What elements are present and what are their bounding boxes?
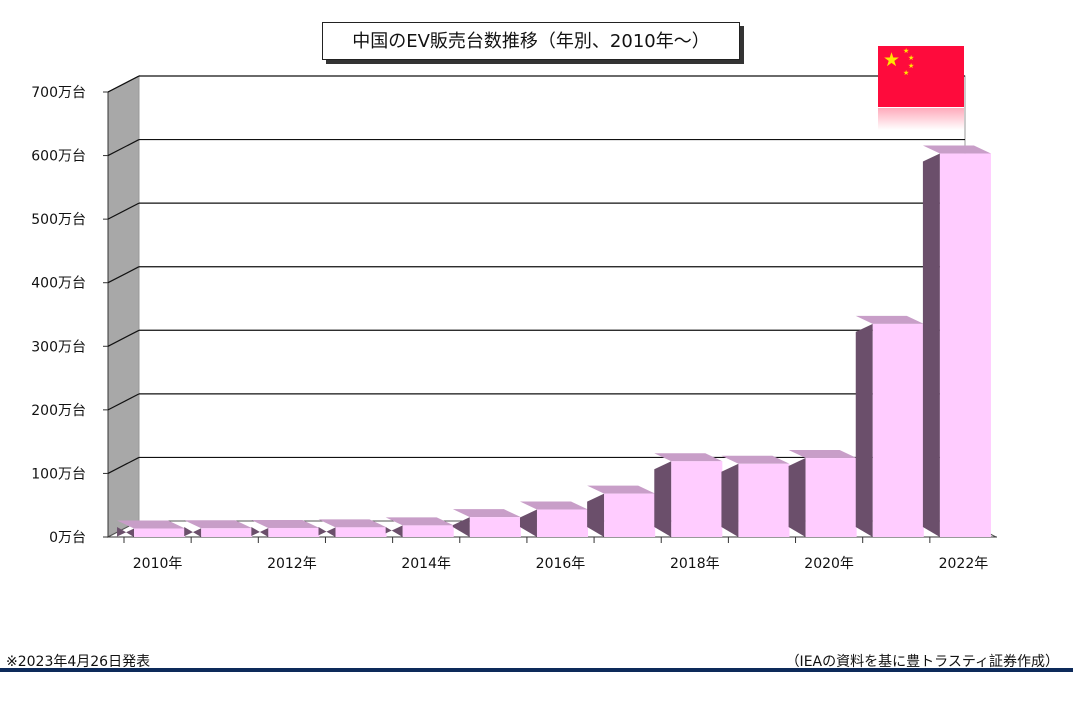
bar-side: [587, 493, 605, 537]
x-tick-label: 2012年: [267, 556, 317, 572]
bar-top: [251, 519, 320, 528]
y-tick-label: 600万台: [31, 149, 86, 165]
gridline-depth: [107, 139, 140, 157]
bar-top: [184, 520, 253, 529]
bar-top: [452, 509, 521, 518]
gridline-depth: [107, 202, 140, 220]
bar-top: [654, 453, 723, 462]
bar: [536, 509, 589, 537]
chart-title-box: 中国のEV販売台数推移（年別、2010年～）: [322, 22, 740, 60]
bar-side: [788, 458, 806, 537]
bar-top: [519, 501, 589, 510]
bar: [335, 527, 387, 537]
bar-top: [788, 450, 857, 459]
bar-side: [184, 527, 202, 537]
bar-2015年: [452, 509, 521, 537]
bar-2010年: [117, 520, 186, 537]
bar: [604, 493, 656, 537]
x-tick-label: 2010年: [133, 556, 183, 572]
bar-2012年: [251, 519, 320, 537]
bar: [805, 458, 857, 537]
bar-side: [385, 525, 403, 537]
x-tick-label: 2020年: [804, 556, 854, 572]
bar-2017年: [587, 485, 656, 537]
bar-2020年: [788, 450, 857, 537]
x-tick-label: 2018年: [670, 556, 720, 572]
bar-2014年: [385, 517, 454, 537]
bar-side: [855, 323, 873, 537]
y-tick-label: 400万台: [31, 276, 86, 292]
bar: [268, 527, 320, 537]
y-tick-label: 500万台: [31, 212, 86, 228]
bar-2022年: [922, 145, 991, 537]
flag-reflection: [878, 108, 964, 130]
bar-top: [721, 455, 790, 464]
bar-side: [721, 463, 739, 537]
y-tick-label: 700万台: [31, 85, 86, 101]
gridline-depth: [107, 393, 140, 411]
bar-top: [922, 145, 991, 154]
release-date-note: ※2023年4月26日発表: [6, 654, 151, 670]
bar-2016年: [519, 501, 589, 537]
flag-small-star-icon: ★: [903, 47, 910, 55]
bar-side: [922, 153, 940, 537]
flag-small-star-icon: ★: [908, 62, 915, 70]
left-wall: [107, 75, 140, 538]
gridline-depth: [107, 75, 140, 93]
bar-side: [519, 509, 537, 537]
x-tick-label: 2022年: [939, 556, 989, 572]
source-note: （IEAの資料を基に豊トラスティ証券作成）: [785, 654, 1059, 670]
bar-2019年: [721, 455, 790, 537]
bar: [872, 323, 924, 537]
bar-side: [251, 527, 269, 537]
bar: [201, 528, 253, 537]
bar: [939, 153, 991, 537]
y-tick-label: 300万台: [31, 339, 86, 355]
flag-big-star-icon: ★: [883, 49, 901, 71]
bar-2021年: [855, 315, 924, 537]
y-tick-label: 200万台: [31, 403, 86, 419]
china-flag-icon: ★ ★ ★ ★ ★: [878, 46, 964, 107]
y-tick-label: 0万台: [49, 530, 86, 546]
gridline-depth: [107, 329, 140, 347]
bar-side: [117, 527, 135, 537]
gridline-depth: [107, 266, 140, 284]
bar-side: [318, 527, 336, 537]
bar: [738, 463, 790, 537]
bar-2011年: [184, 520, 253, 537]
x-tick-label: 2016年: [536, 556, 586, 572]
bar: [402, 525, 454, 537]
bar-top: [318, 519, 387, 528]
x-tick-label: 2014年: [401, 556, 451, 572]
bar-top: [117, 520, 186, 529]
flag-small-star-icon: ★: [903, 69, 910, 77]
bar-2018年: [654, 453, 723, 537]
flag-small-star-icon: ★: [908, 54, 915, 62]
bar: [134, 528, 186, 537]
bar: [671, 461, 723, 537]
bar-top: [587, 485, 656, 494]
bar-top: [385, 517, 454, 526]
gridline-depth: [107, 456, 140, 474]
bar-2013年: [318, 519, 387, 537]
footer-rule: [0, 668, 1073, 672]
bar-top: [855, 315, 924, 324]
bar-side: [452, 517, 470, 537]
bar: [469, 517, 521, 537]
y-tick-label: 100万台: [31, 466, 86, 482]
bar-side: [654, 461, 672, 537]
chart-title: 中国のEV販売台数推移（年別、2010年～）: [352, 31, 710, 52]
